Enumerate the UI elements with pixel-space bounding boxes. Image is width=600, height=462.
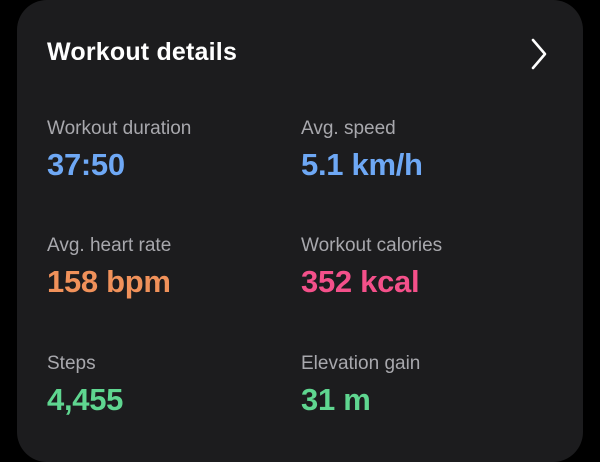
workout-details-card: Workout details Workout duration 37:50 A… — [17, 0, 583, 462]
metric-avg-speed: Avg. speed 5.1 km/h — [301, 117, 551, 183]
metric-label: Avg. heart rate — [47, 235, 172, 256]
metric-label: Steps — [47, 353, 96, 374]
metric-value: 37:50 — [47, 147, 125, 182]
metric-workout-duration: Workout duration 37:50 — [47, 117, 297, 183]
metric-steps: Steps 4,455 — [47, 352, 297, 418]
metric-avg-heart-rate: Avg. heart rate 158 bpm — [47, 234, 297, 300]
metric-value: 158 bpm — [47, 264, 171, 299]
chevron-right-icon[interactable] — [525, 36, 553, 72]
metric-label: Workout calories — [301, 235, 443, 256]
metric-label: Workout duration — [47, 118, 192, 139]
metric-value: 5.1 km/h — [301, 147, 423, 182]
metric-value: 352 kcal — [301, 264, 420, 299]
metric-value: 31 m — [301, 382, 371, 417]
metric-label: Avg. speed — [301, 118, 396, 139]
metric-value: 4,455 — [47, 382, 124, 417]
metric-label: Elevation gain — [301, 353, 421, 374]
metric-workout-calories: Workout calories 352 kcal — [301, 234, 551, 300]
card-header[interactable]: Workout details — [47, 36, 553, 72]
metric-elevation-gain: Elevation gain 31 m — [301, 352, 551, 418]
card-title: Workout details — [47, 38, 238, 66]
